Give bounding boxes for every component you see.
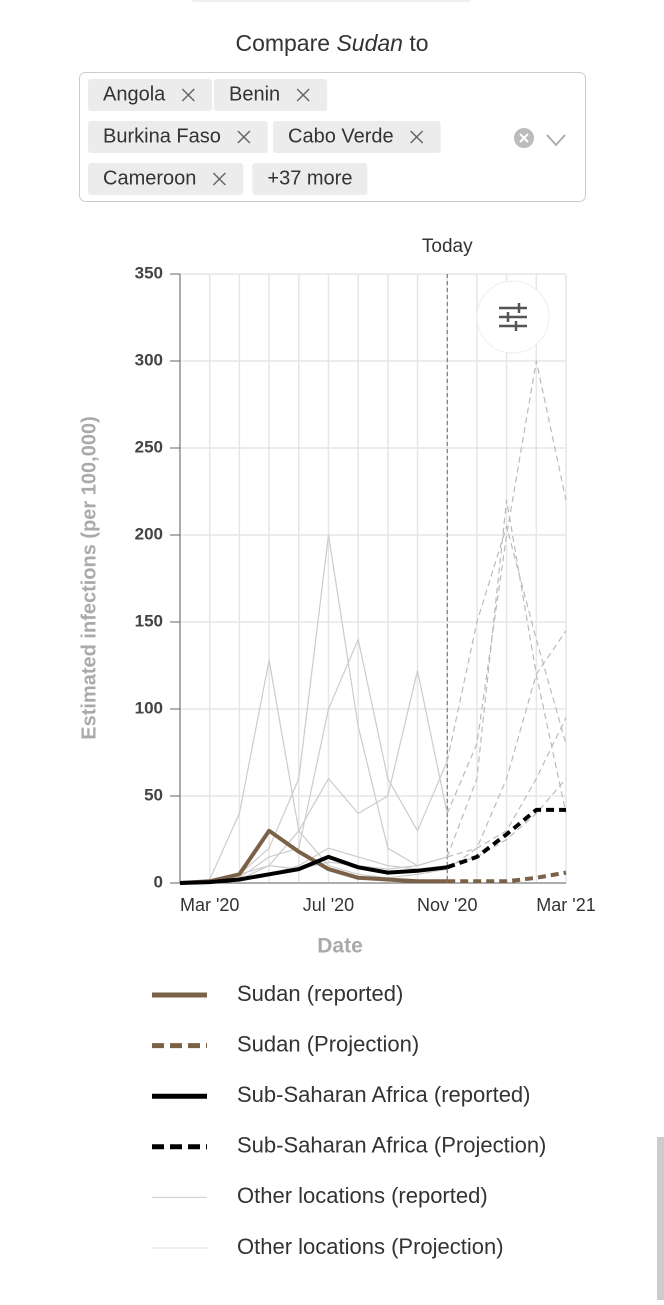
heading-country: Sudan (336, 30, 403, 56)
heading-suffix: to (409, 30, 428, 56)
y-tick-label: 0 (154, 872, 163, 891)
y-tick-label: 250 (135, 437, 163, 456)
series-line (446, 807, 566, 870)
tag-remove[interactable] (212, 172, 226, 186)
tag-remove[interactable] (296, 88, 310, 102)
series-line (179, 854, 448, 885)
tag-remove[interactable] (410, 130, 424, 144)
tag[interactable] (88, 163, 244, 195)
tag[interactable] (273, 121, 441, 153)
chart: 0 50 100 150 200 250 300 350 Mar '20 Jul '20 Nov '… (78, 236, 595, 1259)
more-tag[interactable] (252, 163, 368, 195)
dropdown-chevron[interactable] (546, 134, 566, 147)
series-line (447, 717, 567, 858)
legend-label: Sudan (Projection) (237, 1031, 419, 1056)
compare-heading: Compare Sudan to (235, 30, 428, 56)
heading-prefix: Compare (235, 30, 330, 56)
scrollbar (657, 1137, 664, 1300)
series-line (179, 659, 448, 884)
y-tick-label: 350 (135, 263, 163, 282)
series-line (446, 499, 567, 858)
x-tick-label: Mar '20 (180, 895, 239, 915)
tag-label: Burkina Faso (103, 125, 221, 147)
tag-remove[interactable] (237, 130, 251, 144)
legend-label: Sub-Saharan Africa (Projection) (237, 1133, 546, 1158)
tag[interactable] (214, 79, 328, 111)
y-tick-label: 300 (135, 350, 163, 369)
y-tick-label: 50 (144, 785, 163, 804)
x-tick-label: Nov '20 (417, 895, 477, 915)
tag-label: Cameroon (103, 167, 196, 189)
y-tick-label: 150 (135, 611, 163, 630)
y-axis-title: Estimated infections (per 100,000) (78, 416, 100, 739)
x-axis-title: Date (317, 935, 363, 958)
x-tick-label: Mar '21 (536, 895, 595, 915)
tag-label: Benin (229, 83, 280, 105)
clear-icon (519, 133, 529, 143)
series-line (179, 828, 448, 885)
series-line (446, 630, 567, 870)
legend-label: Sub-Saharan Africa (reported) (237, 1082, 531, 1107)
series-line (446, 360, 567, 814)
more-label: +37 more (267, 167, 352, 189)
tag-label: Angola (103, 83, 166, 105)
series-line (447, 870, 567, 884)
tag[interactable] (88, 121, 268, 153)
series-line (446, 525, 567, 762)
y-tick-label: 200 (135, 524, 163, 543)
tag-remove[interactable] (181, 88, 195, 102)
legend-label: Other locations (reported) (237, 1183, 488, 1208)
y-tick-label: 100 (135, 698, 163, 717)
legend-label: Sudan (reported) (237, 981, 403, 1006)
today-label: Today (422, 236, 473, 257)
tag-list: Angola Benin Burkina Faso Cabo Verde Cameroo… (88, 79, 441, 195)
tag[interactable] (88, 79, 213, 111)
tag-label: Cabo Verde (288, 125, 394, 147)
top-bar (191, 0, 471, 2)
series-line (447, 778, 567, 867)
series-line (180, 638, 448, 884)
legend-label: Other locations (Projection) (237, 1234, 504, 1259)
x-tick-label: Jul '20 (303, 895, 354, 915)
